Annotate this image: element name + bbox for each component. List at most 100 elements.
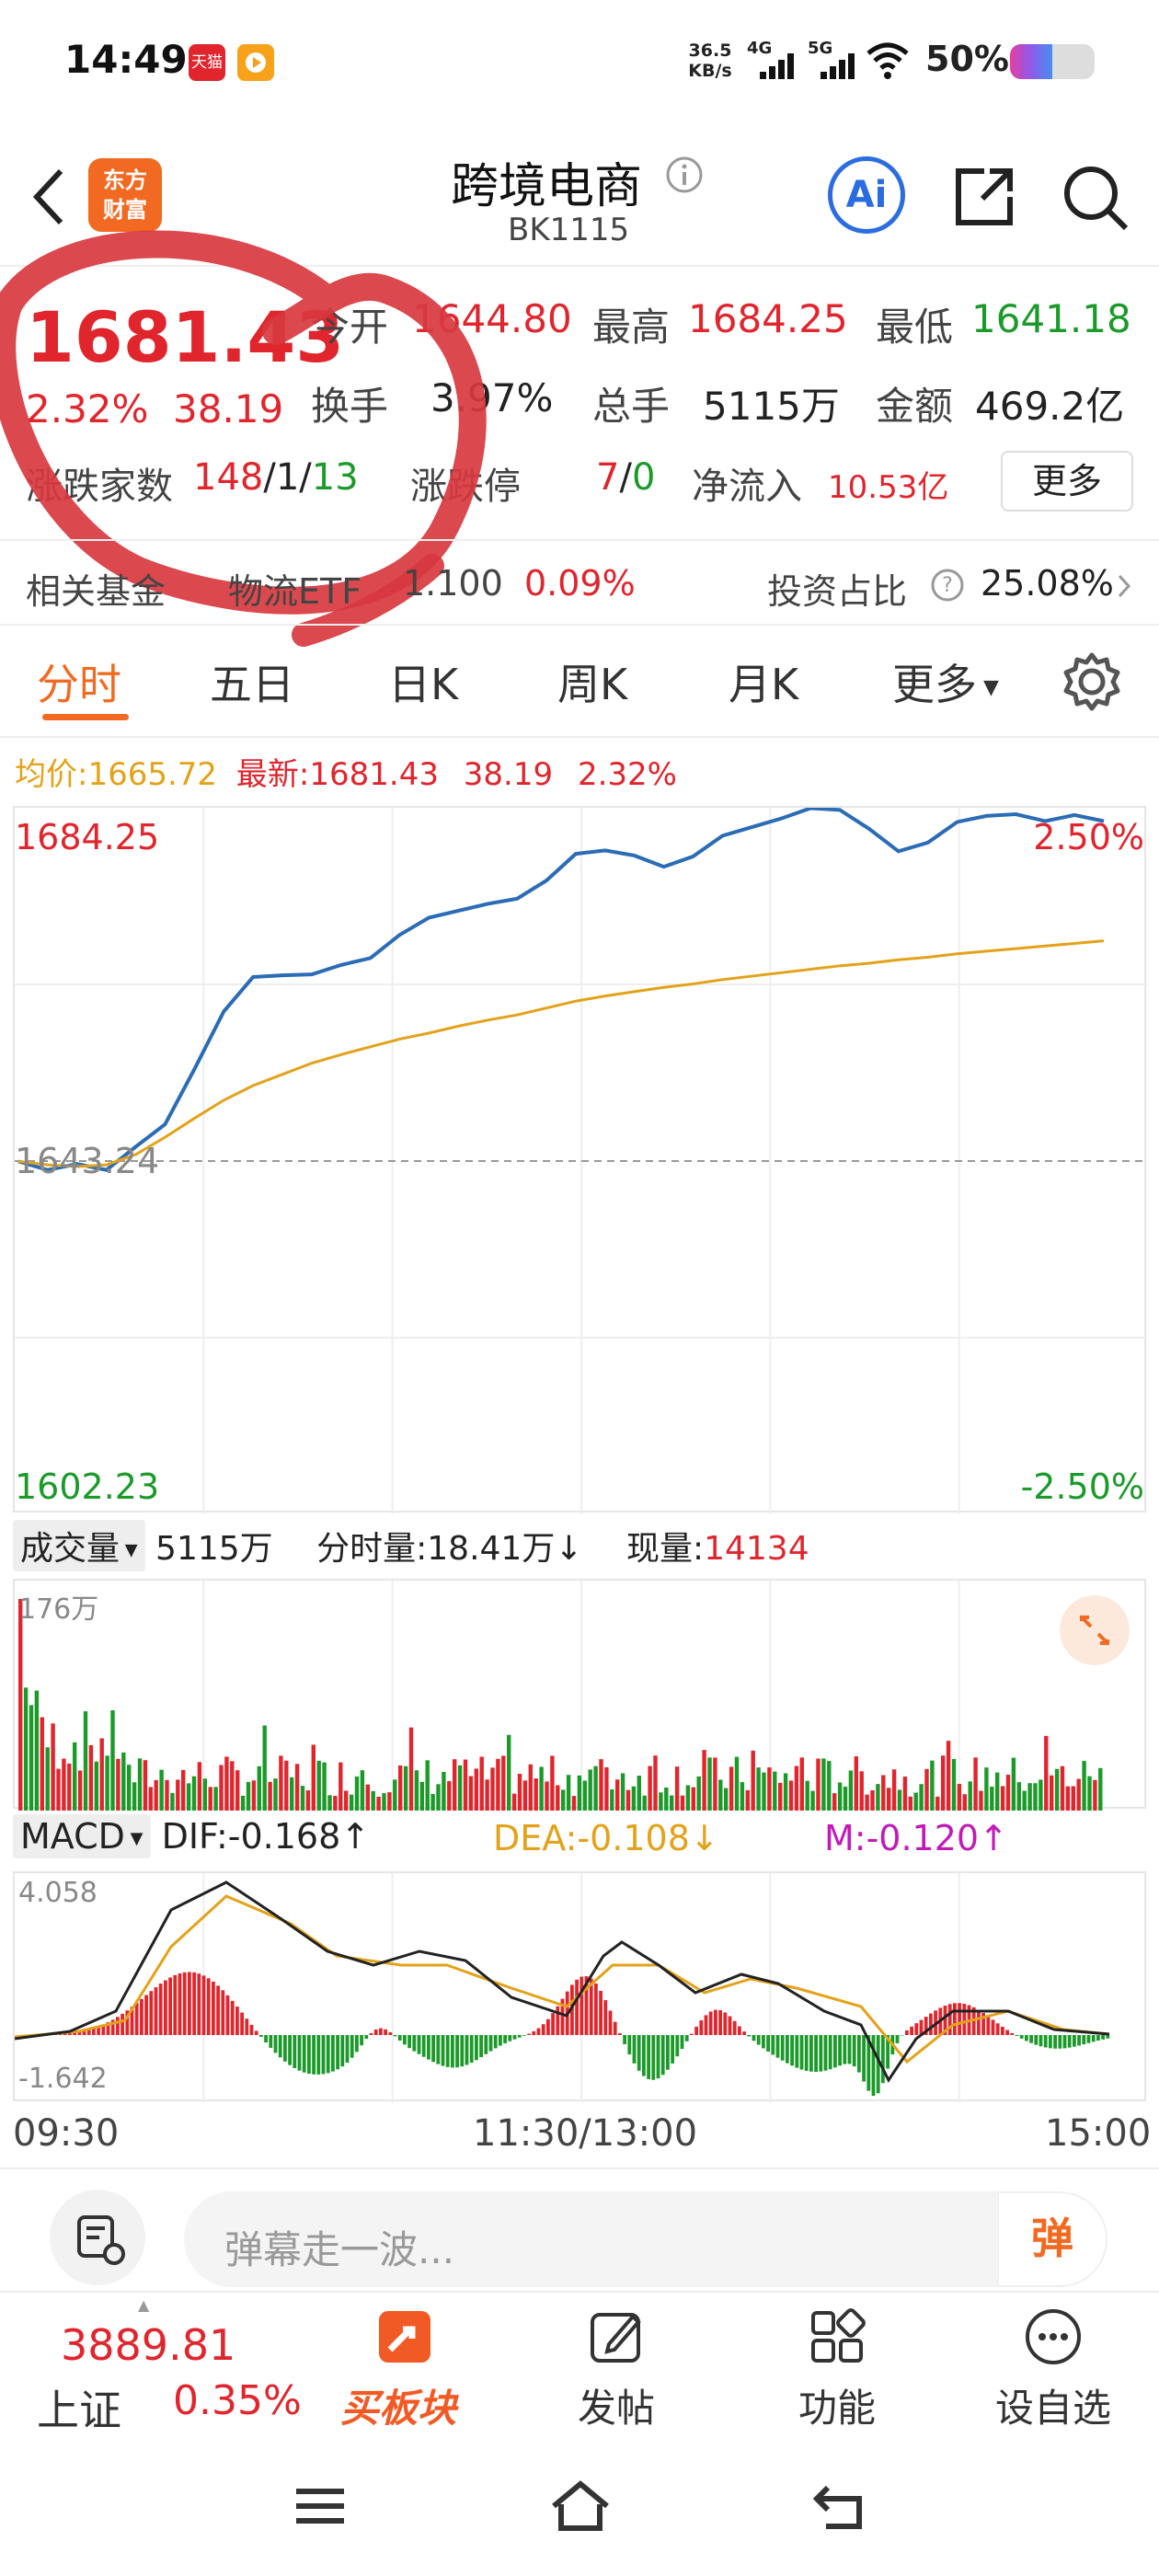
macd-chart[interactable]: 4.058 -1.642 — [13, 1871, 1146, 2103]
ratio-value: 25.08% — [981, 563, 1114, 604]
volume-bar — [77, 1770, 83, 1811]
comment-input[interactable] — [184, 2191, 1107, 2287]
macd-histogram-bar — [694, 2026, 698, 2035]
related-fund-row[interactable]: 相关基金 物流ETF 1.100 0.09% 投资占比 ? 25.08% — [0, 541, 1159, 624]
function-button[interactable]: 功能 — [773, 2302, 901, 2431]
volume-bar — [1044, 1735, 1049, 1811]
volume-bar — [430, 1793, 435, 1811]
macd-axis-max: 4.058 — [18, 1877, 98, 1909]
home-icon[interactable] — [548, 2478, 613, 2534]
tab-daily-k[interactable]: 日K — [388, 660, 459, 709]
back-icon[interactable] — [26, 164, 72, 228]
macd-histogram-bar — [512, 2035, 517, 2040]
volume-bar — [876, 1784, 880, 1811]
net-speed: 36.5 KB/s — [688, 40, 732, 81]
tab-monthly-k[interactable]: 月K — [729, 660, 799, 709]
volume-bar — [870, 1789, 875, 1811]
volume-bar — [18, 1599, 23, 1811]
tab-intraday[interactable]: 分时 — [37, 660, 121, 709]
volume-bar — [566, 1775, 571, 1811]
menu-icon[interactable] — [293, 2484, 348, 2530]
post-button[interactable]: 发帖 — [552, 2302, 681, 2431]
volume-bar — [170, 1792, 175, 1811]
macd-histogram-bar — [407, 2035, 411, 2049]
macd-histogram-bar — [149, 1991, 154, 2035]
volume-bar — [685, 1785, 691, 1811]
index-value[interactable]: 3889.81 — [61, 2320, 236, 2370]
macd-selector[interactable]: MACD ▼ — [13, 1814, 151, 1858]
back-nav-icon[interactable] — [809, 2478, 870, 2534]
macd-histogram-bar — [451, 2035, 454, 2068]
index-caret-up-icon: ▲ — [138, 2296, 150, 2314]
volume-bar — [680, 1795, 685, 1811]
buy-sector-button[interactable]: 买板块 — [331, 2302, 478, 2431]
message-list-icon[interactable] — [50, 2190, 145, 2285]
macd-histogram-bar — [1053, 2035, 1057, 2049]
add-watchlist-button[interactable]: 设自选 — [975, 2302, 1131, 2431]
volume-label: 总手 — [592, 384, 671, 429]
volume-bar — [154, 1779, 158, 1811]
macd-histogram-bar — [369, 2033, 373, 2035]
volume-header: 成交量 ▼ 5115万 分时量:18.41万↓ 现量:14134 — [13, 1520, 1146, 1571]
expand-icon[interactable] — [1060, 1595, 1130, 1665]
macd-histogram-bar — [584, 1976, 589, 2035]
macd-histogram-bar — [110, 2019, 115, 2035]
volume-chart[interactable]: 176万 — [13, 1579, 1146, 1811]
volume-bar — [191, 1776, 197, 1811]
tab-weekly-k[interactable]: 周K — [557, 660, 628, 709]
volume-bar — [34, 1690, 40, 1811]
tab-5day[interactable]: 五日 — [210, 660, 294, 709]
macd-histogram-bar — [1019, 2035, 1024, 2039]
macd-histogram-bar — [216, 1985, 220, 2035]
help-icon[interactable]: ? — [929, 567, 966, 604]
macd-histogram-bar — [273, 2035, 278, 2053]
macd-histogram-bar — [795, 2035, 799, 2068]
dif-line — [15, 1880, 1110, 2083]
macd-histogram-bar — [134, 2003, 139, 2035]
tmall-icon: 天猫 — [189, 44, 225, 81]
info-icon[interactable] — [664, 155, 705, 195]
volume-selector[interactable]: 成交量 ▼ — [13, 1520, 145, 1571]
quote-panel: 1681.43 2.32% 38.19 今开 1644.80 最高 1684.2… — [0, 267, 1159, 543]
bottom-nav: ▲ 3889.81 上证 0.35% 买板块 发帖 功能 设自选 — [0, 2291, 1159, 2438]
volume-bar — [659, 1792, 663, 1811]
search-icon[interactable] — [1058, 160, 1131, 234]
volume-bar — [615, 1779, 620, 1811]
divider — [0, 539, 1159, 541]
more-button[interactable]: 更多 — [1001, 451, 1133, 512]
macd-histogram-bar — [886, 2035, 889, 2069]
macd-histogram-bar — [642, 2035, 646, 2076]
volume-bar — [556, 1785, 560, 1811]
macd-histogram-bar — [421, 2035, 426, 2057]
macd-histogram-bar — [488, 2035, 493, 2052]
macd-histogram-bar — [235, 2007, 239, 2035]
macd-histogram-bar — [197, 1973, 201, 2035]
tab-more[interactable]: 更多 ▼ — [892, 660, 999, 709]
volume-bar — [881, 1775, 886, 1811]
macd-histogram-bar — [742, 2031, 746, 2035]
price-chart[interactable]: 1684.25 1643.24 1602.23 2.50% -2.50% — [13, 806, 1148, 1514]
macd-histogram-bar — [618, 2033, 622, 2035]
volume-bar — [561, 1789, 566, 1811]
volume-bar — [371, 1790, 375, 1811]
macd-histogram-bar — [943, 2005, 947, 2035]
macd-histogram-bar — [786, 2035, 789, 2064]
volume-bar — [751, 1750, 755, 1811]
macd-histogram-bar — [455, 2035, 459, 2068]
volume-bar — [522, 1780, 528, 1811]
macd-histogram-bar — [460, 2035, 465, 2067]
volume-bar — [213, 1787, 218, 1811]
danmu-toggle[interactable]: 弹 — [997, 2191, 1107, 2287]
macd-histogram-bar — [647, 2035, 650, 2079]
macd-histogram-bar — [977, 2009, 981, 2035]
share-icon[interactable] — [947, 160, 1021, 234]
macd-histogram-bar — [302, 2035, 306, 2073]
macd-histogram-bar — [1101, 2035, 1105, 2040]
ai-button[interactable]: Ai — [828, 156, 905, 234]
macd-histogram-bar — [560, 1998, 565, 2035]
macd-histogram-bar — [326, 2035, 330, 2074]
macd-histogram-bar — [201, 1975, 206, 2035]
macd-histogram-bar — [1106, 2035, 1110, 2039]
settings-icon[interactable] — [1060, 650, 1124, 714]
volume-bar — [29, 1705, 34, 1811]
